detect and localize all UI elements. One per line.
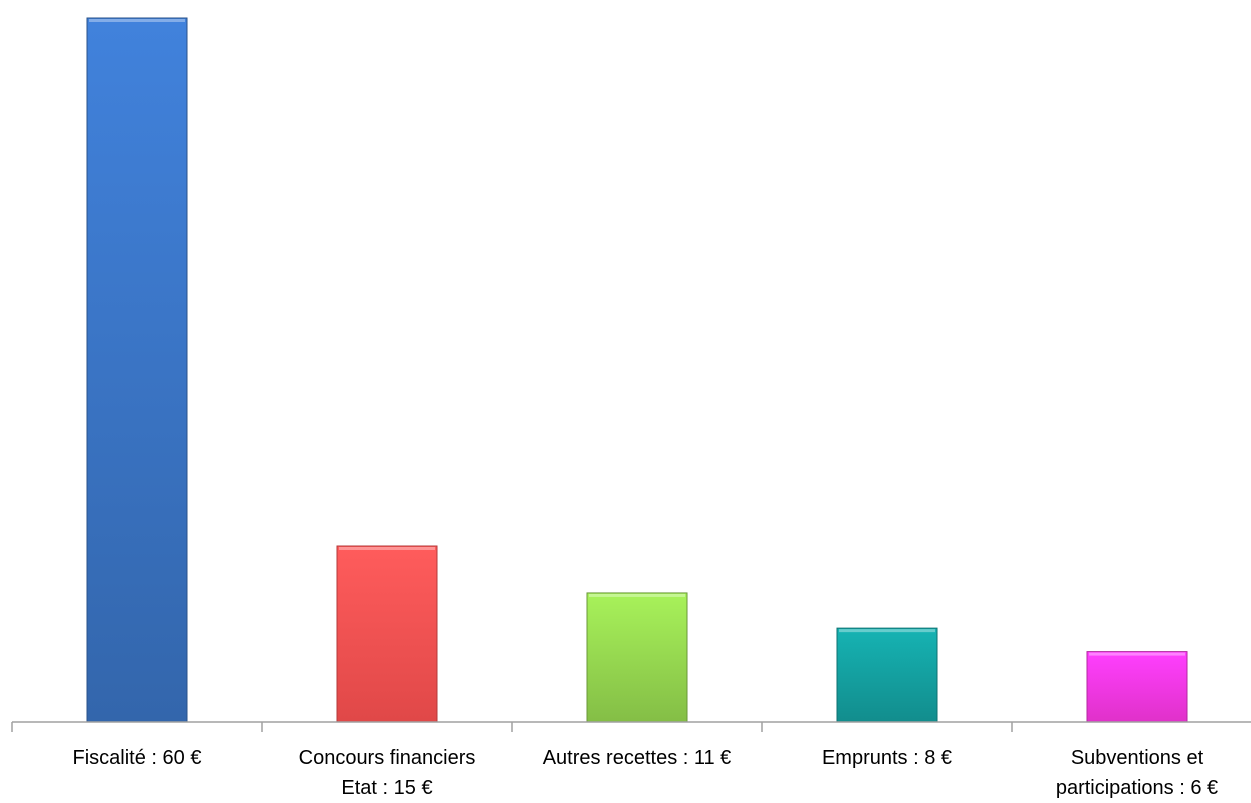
- bar-2: [586, 592, 688, 723]
- bar-highlight-1: [339, 547, 435, 550]
- bar-1: [336, 545, 438, 723]
- bars-group: [86, 17, 1188, 723]
- x-axis-labels: Fiscalité : 60 € Concours financiers Etat …: [73, 747, 1219, 799]
- category-label-0: Fiscalité : 60 €: [73, 747, 202, 769]
- x-axis-ticks: [11, 722, 1013, 732]
- bar-highlight-4: [1089, 652, 1185, 656]
- bar-3: [836, 627, 938, 723]
- bar-4: [1086, 651, 1188, 723]
- bar-0: [86, 17, 188, 723]
- category-label-2: Autres recettes : 11 €: [543, 747, 732, 769]
- category-label-4: Subventions et participations : 6 €: [1056, 747, 1218, 799]
- bar-highlight-0: [89, 19, 185, 22]
- category-label-3: Emprunts : 8 €: [822, 747, 952, 769]
- category-label-1: Concours financiers Etat : 15 €: [299, 747, 476, 799]
- bar-highlight-2: [589, 593, 685, 597]
- bar-highlight-3: [839, 629, 935, 633]
